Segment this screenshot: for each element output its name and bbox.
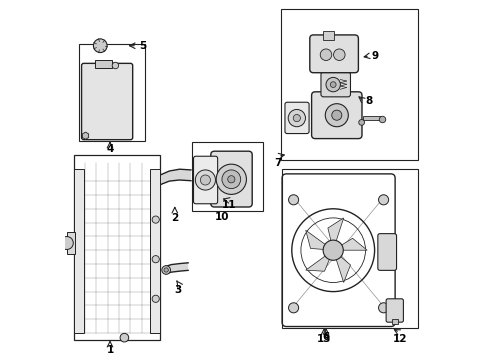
Text: 4: 4 <box>106 144 114 154</box>
Circle shape <box>379 195 389 205</box>
Circle shape <box>379 303 389 313</box>
Text: 5: 5 <box>139 41 146 51</box>
Circle shape <box>152 256 159 263</box>
Bar <box>392 319 398 324</box>
FancyBboxPatch shape <box>81 63 133 140</box>
Circle shape <box>216 164 246 194</box>
Circle shape <box>326 77 341 92</box>
Bar <box>363 116 381 120</box>
FancyBboxPatch shape <box>321 72 350 97</box>
Text: 13: 13 <box>317 334 331 344</box>
Bar <box>74 169 84 333</box>
Text: 11: 11 <box>221 200 236 210</box>
Text: 12: 12 <box>392 334 407 344</box>
Circle shape <box>228 176 235 183</box>
Circle shape <box>359 120 365 125</box>
Bar <box>95 60 112 68</box>
Circle shape <box>379 116 386 123</box>
Polygon shape <box>328 218 343 250</box>
Circle shape <box>196 170 216 190</box>
Circle shape <box>112 62 119 69</box>
Circle shape <box>60 237 74 249</box>
FancyBboxPatch shape <box>194 156 218 204</box>
Circle shape <box>320 49 332 60</box>
Polygon shape <box>166 263 188 274</box>
Circle shape <box>152 216 159 223</box>
Circle shape <box>164 268 169 272</box>
Bar <box>323 31 334 40</box>
Circle shape <box>120 333 129 342</box>
Text: 8: 8 <box>366 96 373 106</box>
Circle shape <box>334 49 345 60</box>
Circle shape <box>325 104 348 127</box>
Text: 10: 10 <box>214 212 229 222</box>
Circle shape <box>162 266 171 274</box>
Circle shape <box>289 195 298 205</box>
Text: 6: 6 <box>322 332 330 342</box>
FancyBboxPatch shape <box>378 234 396 270</box>
Text: 2: 2 <box>171 213 178 223</box>
Polygon shape <box>306 230 333 250</box>
Bar <box>150 169 160 333</box>
Circle shape <box>222 170 241 189</box>
Circle shape <box>200 175 210 185</box>
Circle shape <box>293 114 300 122</box>
Bar <box>192 142 263 211</box>
Circle shape <box>288 109 305 127</box>
Bar <box>281 9 418 160</box>
Circle shape <box>94 39 107 53</box>
Polygon shape <box>306 250 333 271</box>
FancyBboxPatch shape <box>386 299 403 322</box>
FancyBboxPatch shape <box>312 92 362 139</box>
Bar <box>282 169 418 328</box>
Text: 3: 3 <box>175 285 182 295</box>
Text: 9: 9 <box>372 51 379 61</box>
Polygon shape <box>161 169 191 184</box>
Polygon shape <box>333 238 367 250</box>
Circle shape <box>152 295 159 302</box>
Bar <box>79 44 145 141</box>
Bar <box>67 232 74 254</box>
Bar <box>74 155 160 340</box>
FancyBboxPatch shape <box>211 151 252 207</box>
FancyBboxPatch shape <box>285 102 309 134</box>
Circle shape <box>289 303 298 313</box>
Circle shape <box>323 240 343 260</box>
Text: 7: 7 <box>274 158 282 168</box>
Circle shape <box>330 82 336 87</box>
Text: 1: 1 <box>106 345 114 355</box>
Polygon shape <box>333 250 350 283</box>
FancyBboxPatch shape <box>310 35 358 73</box>
Circle shape <box>332 110 342 120</box>
